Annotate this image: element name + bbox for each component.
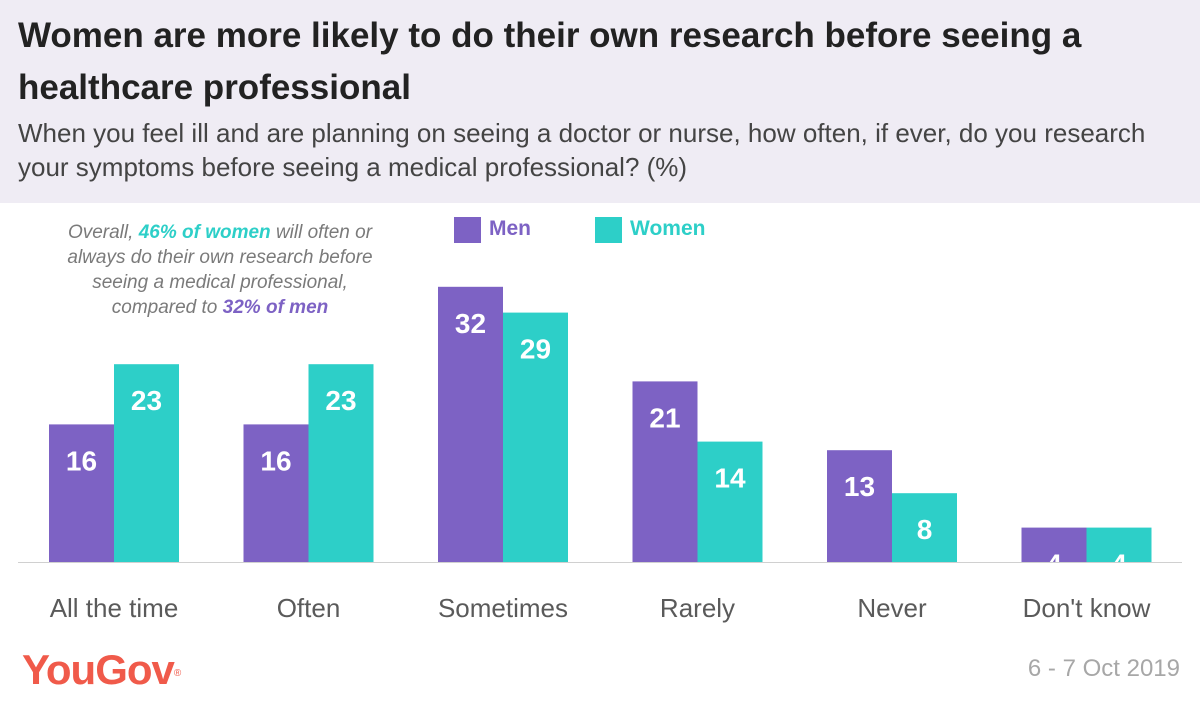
data-label-men: 13 (844, 471, 875, 502)
data-label-women: 4 (1111, 549, 1127, 580)
bar-men (49, 424, 114, 562)
survey-date: 6 - 7 Oct 2019 (1027, 655, 1180, 682)
annotation-text-1: Overall, (67, 222, 139, 243)
bar-women (697, 441, 763, 562)
registered-mark-icon: ® (173, 668, 181, 679)
bar-men (827, 450, 892, 562)
header-band (0, 0, 1200, 203)
yougov-logo: YouGov® (22, 646, 181, 694)
data-label-women: 8 (917, 514, 933, 545)
bar-women (1086, 527, 1152, 562)
chart-subtitle: When you feel ill and are planning on se… (18, 118, 1146, 182)
data-label-men: 16 (66, 445, 97, 476)
brand-name: YouGov (22, 646, 175, 693)
category-label: Sometimes (438, 593, 568, 623)
bar-women (892, 493, 957, 562)
bar-men (243, 424, 309, 562)
annotation-men-stat: 32% of men (222, 297, 329, 318)
legend-swatch-men (454, 217, 481, 243)
bar-men (632, 381, 698, 562)
chart-annotation: Overall, 46% of women will often or alwa… (60, 220, 380, 320)
category-label: All the time (50, 593, 179, 623)
data-label-women: 23 (131, 385, 162, 416)
bar-chart: 16 23 All the time 16 23 Often 32 29 Sometimes 21… (18, 286, 1182, 623)
category-label: Often (277, 593, 341, 623)
legend-swatch-women (595, 217, 622, 243)
bar-women (503, 312, 568, 562)
data-label-men: 32 (455, 308, 486, 339)
category-label: Don't know (1023, 593, 1151, 623)
annotation-text-2: will often or always do their own resear… (67, 222, 373, 318)
data-label-men: 16 (260, 445, 291, 476)
legend-label-women: Women (630, 217, 706, 240)
category-label: Never (857, 593, 927, 623)
data-label-women: 14 (714, 463, 746, 494)
chart-title: Women are more likely to do their own re… (18, 16, 1082, 107)
legend-label-men: Men (489, 217, 531, 240)
annotation-women-stat: 46% of women (138, 222, 271, 243)
bar-men (438, 286, 503, 562)
data-label-men: 21 (649, 402, 680, 433)
bar-women (114, 364, 179, 562)
category-label: Rarely (660, 593, 735, 623)
bar-men (1021, 527, 1087, 562)
bar-women (308, 364, 374, 562)
data-label-women: 29 (520, 334, 551, 365)
data-label-men: 4 (1046, 549, 1062, 580)
data-label-women: 23 (325, 385, 356, 416)
